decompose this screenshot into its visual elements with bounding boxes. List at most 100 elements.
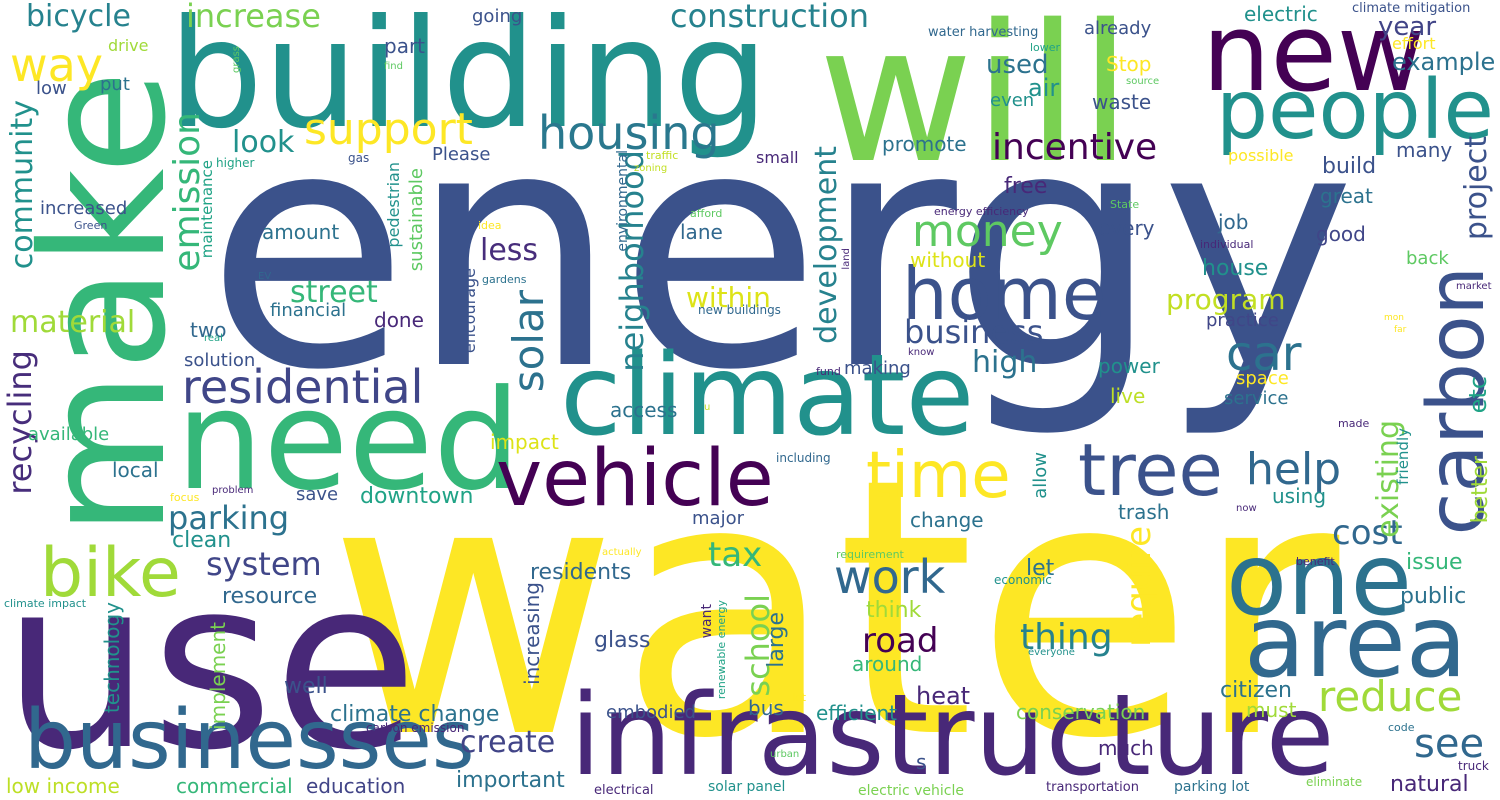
word: house [1202, 256, 1269, 281]
word: available [28, 424, 110, 445]
word: important [456, 768, 565, 793]
word: reduce [1318, 672, 1463, 721]
word: must [1246, 698, 1297, 722]
word: environmental [615, 150, 631, 252]
word: less [480, 233, 539, 268]
word: one [1226, 521, 1413, 638]
word: development [809, 146, 844, 344]
word: road [862, 621, 939, 661]
word: see [1414, 721, 1485, 767]
word: urban [770, 749, 800, 760]
word: including [776, 451, 831, 465]
word: job [1218, 210, 1249, 234]
word: time [866, 439, 1011, 513]
word: solution [184, 350, 256, 371]
word: efficient [816, 701, 898, 725]
word: State [1110, 198, 1140, 211]
word: mon [1384, 313, 1404, 323]
word: back [1406, 248, 1449, 269]
word: u [704, 402, 711, 413]
word: citizen [1220, 678, 1292, 703]
word: Green [74, 219, 108, 232]
word: truck [1458, 759, 1489, 773]
word: community [5, 100, 40, 270]
word: carbon emission [366, 721, 465, 735]
word: car [1226, 326, 1302, 382]
word: support [304, 104, 473, 155]
word: local [112, 458, 159, 482]
word: resource [222, 584, 318, 609]
word: increased [40, 198, 128, 219]
word: bus [748, 696, 784, 720]
word: well [284, 674, 328, 699]
word: better [1468, 456, 1493, 524]
word: free [1004, 174, 1048, 199]
word: cost [1332, 513, 1403, 553]
word: implement [206, 622, 230, 730]
word: electrical [594, 783, 654, 798]
word: downtown [360, 484, 474, 509]
word: will [818, 0, 1132, 205]
word: waste [1092, 90, 1152, 114]
word: traffic [646, 149, 679, 162]
word: natural [1390, 772, 1469, 797]
word: requirement [836, 548, 904, 561]
word: without [910, 248, 986, 272]
word: now [1236, 503, 1257, 514]
word: climate mitigation [1352, 1, 1471, 16]
word: commercial [176, 774, 293, 798]
word: year [1378, 12, 1437, 42]
word: education [306, 774, 406, 798]
word: save [296, 484, 339, 505]
word: example [1392, 48, 1496, 76]
word: small [756, 148, 799, 167]
word: much [1098, 736, 1154, 760]
word: parking [168, 499, 290, 537]
word: benefit [1296, 555, 1335, 568]
word: two [190, 318, 227, 342]
word: possible [1228, 146, 1294, 165]
word: Please [432, 144, 491, 165]
word: transportation [1046, 780, 1139, 795]
word: large [764, 612, 789, 668]
word: find [384, 61, 403, 72]
word: grass [231, 46, 242, 74]
word: need [176, 360, 521, 521]
word: infrastructure [570, 671, 1335, 800]
word: people [1216, 63, 1494, 158]
word: require [1119, 526, 1159, 647]
word: done [374, 308, 424, 332]
word: high [972, 345, 1038, 380]
word: home [902, 252, 1107, 336]
word: low [36, 78, 67, 99]
word: far [1394, 325, 1407, 335]
word: Stop [1106, 52, 1152, 76]
word: economic [994, 573, 1052, 587]
word: lot [792, 691, 807, 704]
word: EV [258, 271, 272, 282]
word: business [904, 313, 1044, 351]
word: street [290, 275, 378, 310]
word: solar [504, 290, 553, 393]
word: vehicle [496, 434, 774, 524]
word: actually [602, 547, 642, 558]
word: glass [594, 628, 651, 653]
word: practice [1206, 310, 1279, 331]
word: used [986, 50, 1049, 80]
word: parking lot [1174, 779, 1250, 795]
word: eliminate [1306, 775, 1363, 789]
word: electric [1244, 2, 1318, 26]
word: financial [270, 300, 347, 321]
word: trash [1118, 500, 1170, 524]
word: help [1246, 444, 1342, 495]
word: energy efficiency [934, 205, 1029, 218]
word: build [1322, 154, 1377, 179]
word: sustainable [406, 168, 427, 272]
word: great [1320, 184, 1373, 208]
word: promote [882, 132, 967, 156]
word: new buildings [698, 303, 781, 317]
word: impact [490, 430, 559, 454]
word: zoning [634, 163, 668, 174]
word: live [1110, 384, 1146, 408]
